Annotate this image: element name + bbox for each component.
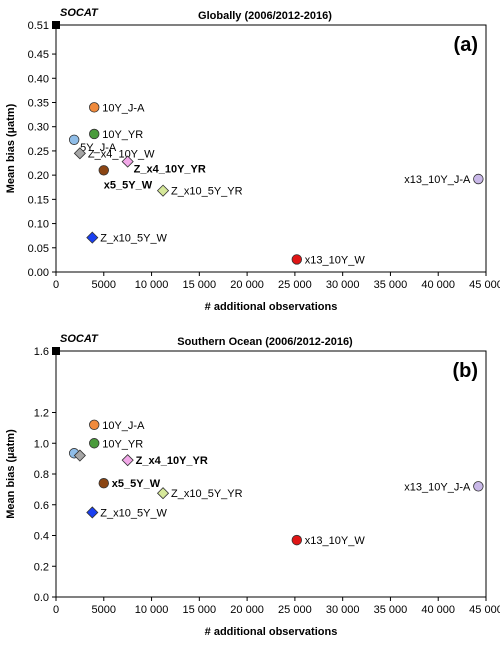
data-point-circle	[68, 134, 80, 145]
panel-label: (b)	[452, 360, 478, 382]
x-tick-label: 20 000	[230, 604, 264, 616]
data-point-circle	[291, 254, 303, 265]
reference-label: SOCAT	[60, 333, 99, 345]
y-tick-label: 0.4	[34, 531, 49, 543]
x-tick-label: 45 000	[469, 279, 500, 291]
y-tick-label: 0.25	[28, 146, 49, 158]
x-tick-label: 5000	[92, 604, 116, 616]
x-tick-label: 20 000	[230, 279, 264, 291]
reference-marker	[52, 21, 60, 29]
x-tick-label: 25 000	[278, 604, 312, 616]
plot-frame	[55, 350, 487, 598]
y-tick-label: 0.45	[28, 49, 49, 61]
data-point-diamond	[156, 184, 170, 197]
y-tick-label: 1.0	[34, 438, 49, 450]
y-tick-label: 0.30	[28, 122, 49, 134]
x-tick-label: 0	[53, 279, 59, 291]
data-point-label: Z_x4_10Y_YR	[136, 455, 208, 467]
data-point-label: x13_10Y_W	[305, 535, 366, 547]
data-point-label: 10Y_J-A	[102, 102, 145, 114]
data-point-label: Z_x4_10Y_YR	[134, 164, 206, 176]
x-axis-label: # additional observations	[205, 626, 338, 638]
x-tick-label: 0	[53, 604, 59, 616]
data-point-label: Z_x4_10Y_W	[88, 148, 155, 160]
data-point-circle	[473, 173, 484, 185]
reference-label: SOCAT	[60, 7, 99, 19]
x-tick-label: 35 000	[374, 279, 408, 291]
x-tick-label: 45 000	[469, 604, 500, 616]
y-tick-label: 0.10	[28, 219, 49, 231]
data-point-label: Z_x10_5Y_YR	[171, 186, 243, 198]
x-tick-label: 30 000	[326, 279, 360, 291]
data-point-label: x13_10Y_W	[305, 254, 366, 266]
data-point-label: 5Y_J-A	[80, 142, 117, 154]
y-tick-label: 0.40	[28, 73, 49, 85]
data-point-label: x13_10Y_J-A	[404, 481, 471, 493]
chart-title: Southern Ocean (2006/2012-2016)	[177, 336, 353, 348]
y-tick-label: 0.05	[28, 243, 49, 255]
x-tick-label: 25 000	[278, 279, 312, 291]
data-point-label: 10Y_J-A	[102, 420, 145, 432]
data-point-circle	[89, 102, 100, 113]
x-tick-label: 10 000	[135, 279, 169, 291]
y-axis-label: Mean bias (µatm)	[5, 429, 17, 519]
data-point-label: Z_x10_5Y_W	[100, 507, 167, 519]
y-tick-label: 0.0	[34, 592, 49, 604]
data-point-label: Z_x10_5Y_W	[100, 233, 167, 245]
reference-marker	[52, 347, 60, 355]
y-axis-label: Mean bias (µatm)	[5, 103, 17, 193]
y-tick-label: 0.51	[28, 20, 49, 32]
x-tick-label: 10 000	[135, 604, 169, 616]
data-point-diamond	[156, 487, 170, 500]
data-point-circle	[89, 419, 100, 431]
y-tick-label: 0.35	[28, 97, 49, 109]
data-point-circle	[291, 534, 303, 546]
data-point-circle	[98, 478, 109, 489]
data-point-diamond	[86, 231, 99, 244]
y-tick-label: 0.20	[28, 170, 49, 182]
data-point-diamond	[73, 147, 86, 160]
data-point-label: Z_x10_5Y_YR	[171, 488, 243, 500]
data-point-diamond	[121, 155, 134, 168]
x-tick-label: 40 000	[421, 604, 455, 616]
plot-frame	[55, 24, 487, 273]
y-tick-label: 1.2	[34, 408, 49, 420]
panel-label: (a)	[454, 34, 478, 56]
x-tick-label: 15 000	[183, 604, 217, 616]
data-point-diamond	[121, 454, 134, 467]
y-tick-label: 0.6	[34, 500, 49, 512]
x-axis-label: # additional observations	[205, 301, 338, 313]
data-point-label: x13_10Y_J-A	[404, 174, 471, 186]
x-tick-label: 15 000	[183, 279, 217, 291]
data-point-diamond	[86, 506, 99, 519]
data-point-label: 10Y_YR	[102, 438, 143, 450]
data-point-label: x5_5Y_W	[104, 179, 153, 191]
data-point-diamond	[73, 449, 86, 462]
data-point-circle	[473, 481, 484, 492]
y-tick-label: 0.8	[34, 469, 49, 481]
x-tick-label: 40 000	[421, 279, 455, 291]
x-tick-label: 35 000	[374, 604, 408, 616]
data-point-label: x5_5Y_W	[112, 478, 161, 490]
data-point-circle	[89, 128, 100, 140]
y-tick-label: 0.15	[28, 194, 49, 206]
y-tick-label: 1.6	[34, 346, 49, 358]
x-tick-label: 5000	[92, 279, 116, 291]
chart-panel-1: 0 5000 10 000 15 000 20 000 25 000 30 000 35 00…	[5, 7, 500, 313]
data-point-label: 10Y_YR	[102, 129, 143, 141]
y-tick-label: 0.2	[34, 561, 49, 573]
chart-title: Globally (2006/2012-2016)	[198, 10, 332, 22]
data-point-circle	[98, 165, 109, 176]
chart-panel-2: 0 5000 10 000 15 000 20 000 25 000 30 000 35 00…	[5, 333, 500, 638]
x-tick-label: 30 000	[326, 604, 360, 616]
y-tick-label: 0.00	[28, 267, 49, 279]
data-point-circle	[89, 438, 100, 449]
